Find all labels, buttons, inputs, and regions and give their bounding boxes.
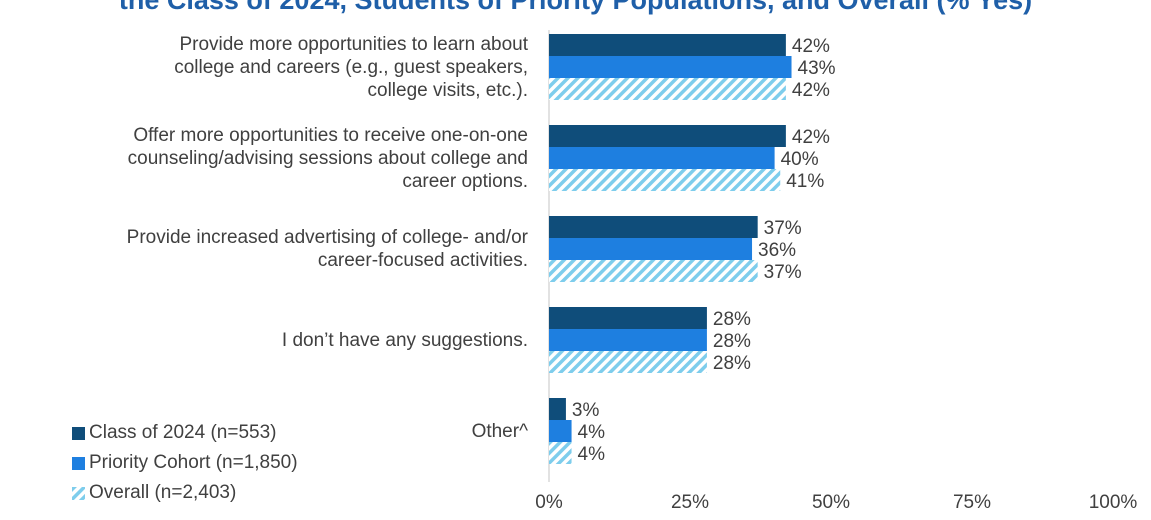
x-tick-label: 50%	[812, 492, 850, 513]
chart-title: the Class of 2024, Students of Priority …	[118, 0, 1033, 15]
category-label-line: college visits, etc.).	[367, 79, 529, 101]
category-label: Other^	[0, 420, 528, 443]
legend-label: Overall (n=2,403)	[89, 482, 237, 503]
x-tick-label: 75%	[953, 492, 991, 513]
data-label: 4%	[578, 422, 606, 443]
bar-overall	[549, 442, 572, 464]
bar-class2024	[549, 125, 786, 147]
category-label-line: I don’t have any suggestions.	[281, 329, 528, 351]
category-label-line: Provide increased advertising of college…	[126, 227, 528, 248]
category-label-line: counseling/advising sessions about colle…	[127, 147, 528, 169]
category-label-line: career options.	[402, 170, 528, 192]
x-tick-label: 100%	[1089, 492, 1138, 513]
bar-overall	[549, 78, 786, 100]
category-label-line: Other^	[471, 420, 528, 442]
bar-priority	[549, 329, 707, 351]
x-tick-label: 0%	[535, 492, 563, 513]
legend-swatch	[72, 426, 85, 440]
legend-label: Class of 2024 (n=553)	[89, 422, 277, 443]
data-label: 28%	[713, 331, 751, 352]
category-label-line: Offer more opportunities to receive one-…	[133, 124, 528, 146]
category-label-line: Provide more opportunities to learn abou…	[179, 33, 528, 55]
category-label-line: career-focused activities.	[317, 250, 528, 271]
bar-priority	[549, 238, 753, 260]
legend-swatch	[72, 486, 85, 500]
legend-item-class2024: Class of 2024 (n=553)	[72, 418, 298, 448]
category-label: Offer more opportunities to receive one-…	[0, 124, 528, 193]
category-label: I don’t have any suggestions.	[0, 329, 528, 352]
data-label: 42%	[792, 36, 830, 57]
data-label: 37%	[764, 262, 802, 283]
bar-class2024	[549, 398, 566, 420]
x-tick-label: 25%	[671, 492, 709, 513]
data-label: 42%	[792, 127, 830, 148]
legend-swatch	[72, 456, 85, 470]
category-label: Provide increased advertising of college…	[0, 226, 528, 272]
bar-priority	[549, 56, 792, 78]
data-label: 43%	[798, 58, 836, 79]
legend-item-overall: Overall (n=2,403)	[72, 478, 298, 508]
data-label: 3%	[572, 400, 600, 421]
bar-class2024	[549, 34, 786, 56]
data-label: 28%	[713, 353, 751, 374]
bar-priority	[549, 420, 572, 442]
bar-priority	[549, 147, 775, 169]
bar-overall	[549, 351, 707, 373]
data-label: 4%	[578, 444, 606, 465]
data-label: 40%	[781, 149, 819, 170]
bar-overall	[549, 169, 781, 191]
bar-class2024	[549, 216, 758, 238]
data-label: 36%	[758, 240, 796, 261]
legend-label: Priority Cohort (n=1,850)	[89, 452, 298, 473]
category-label-line: college and careers (e.g., guest speaker…	[174, 56, 528, 78]
data-label: 41%	[786, 171, 824, 192]
legend: Class of 2024 (n=553) Priority Cohort (n…	[72, 418, 298, 508]
legend-item-priority: Priority Cohort (n=1,850)	[72, 448, 298, 478]
data-label: 28%	[713, 309, 751, 330]
bar-overall	[549, 260, 758, 282]
data-label: 37%	[764, 218, 802, 239]
bar-class2024	[549, 307, 707, 329]
category-label: Provide more opportunities to learn abou…	[0, 33, 528, 102]
data-label: 42%	[792, 80, 830, 101]
